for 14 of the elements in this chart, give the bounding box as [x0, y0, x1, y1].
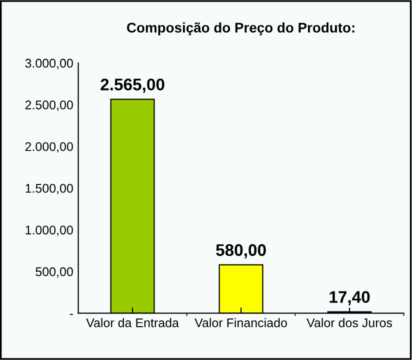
x-tick-label: Valor dos Juros — [306, 318, 392, 328]
y-tick-label: 1.500,00 — [26, 184, 73, 194]
chart-title: Composição do Preço do Produto: — [127, 22, 354, 36]
y-tick-label: 3.000,00 — [25, 58, 73, 70]
y-tick-label: 2.500,00 — [25, 100, 73, 111]
data-label: 2.565,00 — [100, 78, 164, 93]
data-label: 17,40 — [330, 291, 370, 306]
y-tick-label: - — [70, 314, 73, 315]
x-tick-label: Valor Financiado — [194, 318, 287, 328]
data-label: 580,00 — [216, 244, 266, 258]
y-tick-label: 2.000,00 — [25, 142, 73, 153]
y-tick-label: 1.000,00 — [26, 226, 73, 236]
y-tick-label: 500,00 — [36, 267, 73, 278]
x-tick-label: Valor da Entrada — [86, 318, 179, 328]
